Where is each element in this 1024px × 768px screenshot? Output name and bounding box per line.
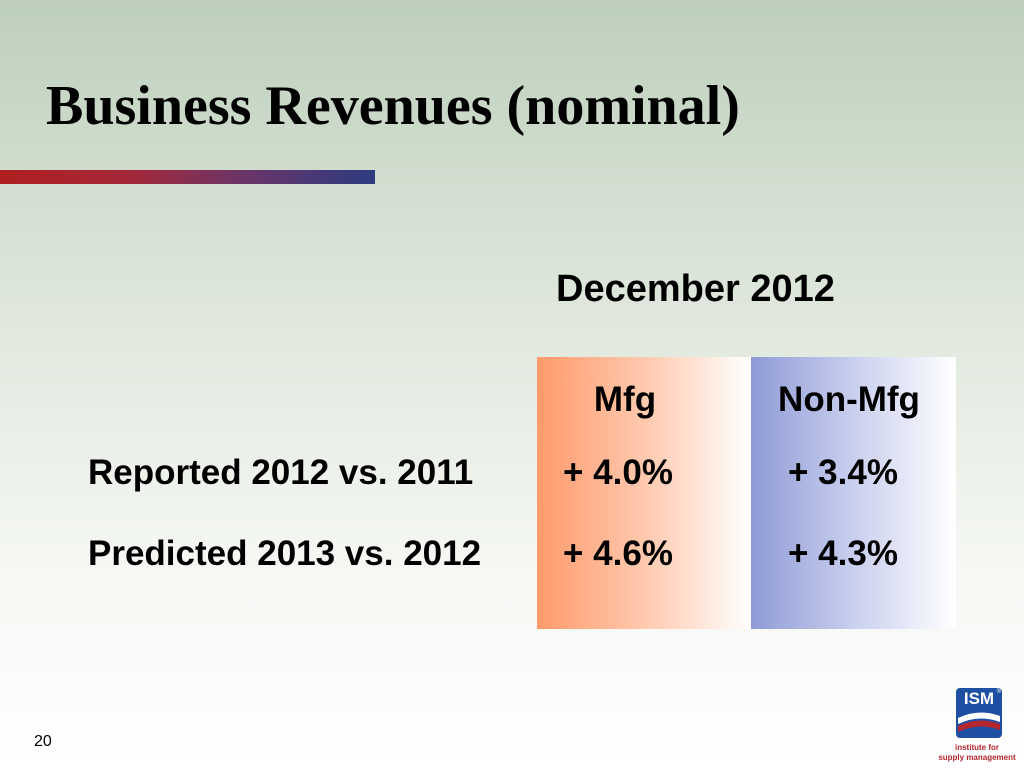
column-header-non-mfg: Non-Mfg	[778, 380, 920, 419]
ism-logo-caption: institute for supply management	[930, 743, 1024, 763]
ism-logo-mark: ISM ®	[956, 688, 1002, 738]
non-mfg-column-background	[751, 357, 956, 629]
row-label-reported: Reported 2012 vs. 2011	[88, 453, 474, 492]
period-heading: December 2012	[556, 268, 835, 310]
value-reported-mfg: + 4.0%	[563, 453, 673, 492]
logo-caption-line-1: institute for	[955, 743, 999, 752]
ism-swoosh-icon	[958, 712, 1000, 732]
value-reported-non-mfg: + 3.4%	[788, 453, 898, 492]
slide-title: Business Revenues (nominal)	[46, 75, 740, 137]
mfg-column-background	[537, 357, 751, 629]
registered-mark: ®	[996, 689, 1001, 695]
title-underline-bar	[0, 170, 375, 184]
column-header-mfg: Mfg	[593, 380, 657, 419]
ism-logo: ISM ® institute for supply management	[930, 688, 1024, 768]
logo-caption-line-2: supply management	[938, 753, 1016, 762]
row-label-predicted: Predicted 2013 vs. 2012	[88, 534, 482, 573]
value-predicted-mfg: + 4.6%	[563, 534, 673, 573]
ism-logo-text: ISM	[963, 689, 995, 708]
slide-number: 20	[34, 733, 52, 750]
value-predicted-non-mfg: + 4.3%	[788, 534, 898, 573]
